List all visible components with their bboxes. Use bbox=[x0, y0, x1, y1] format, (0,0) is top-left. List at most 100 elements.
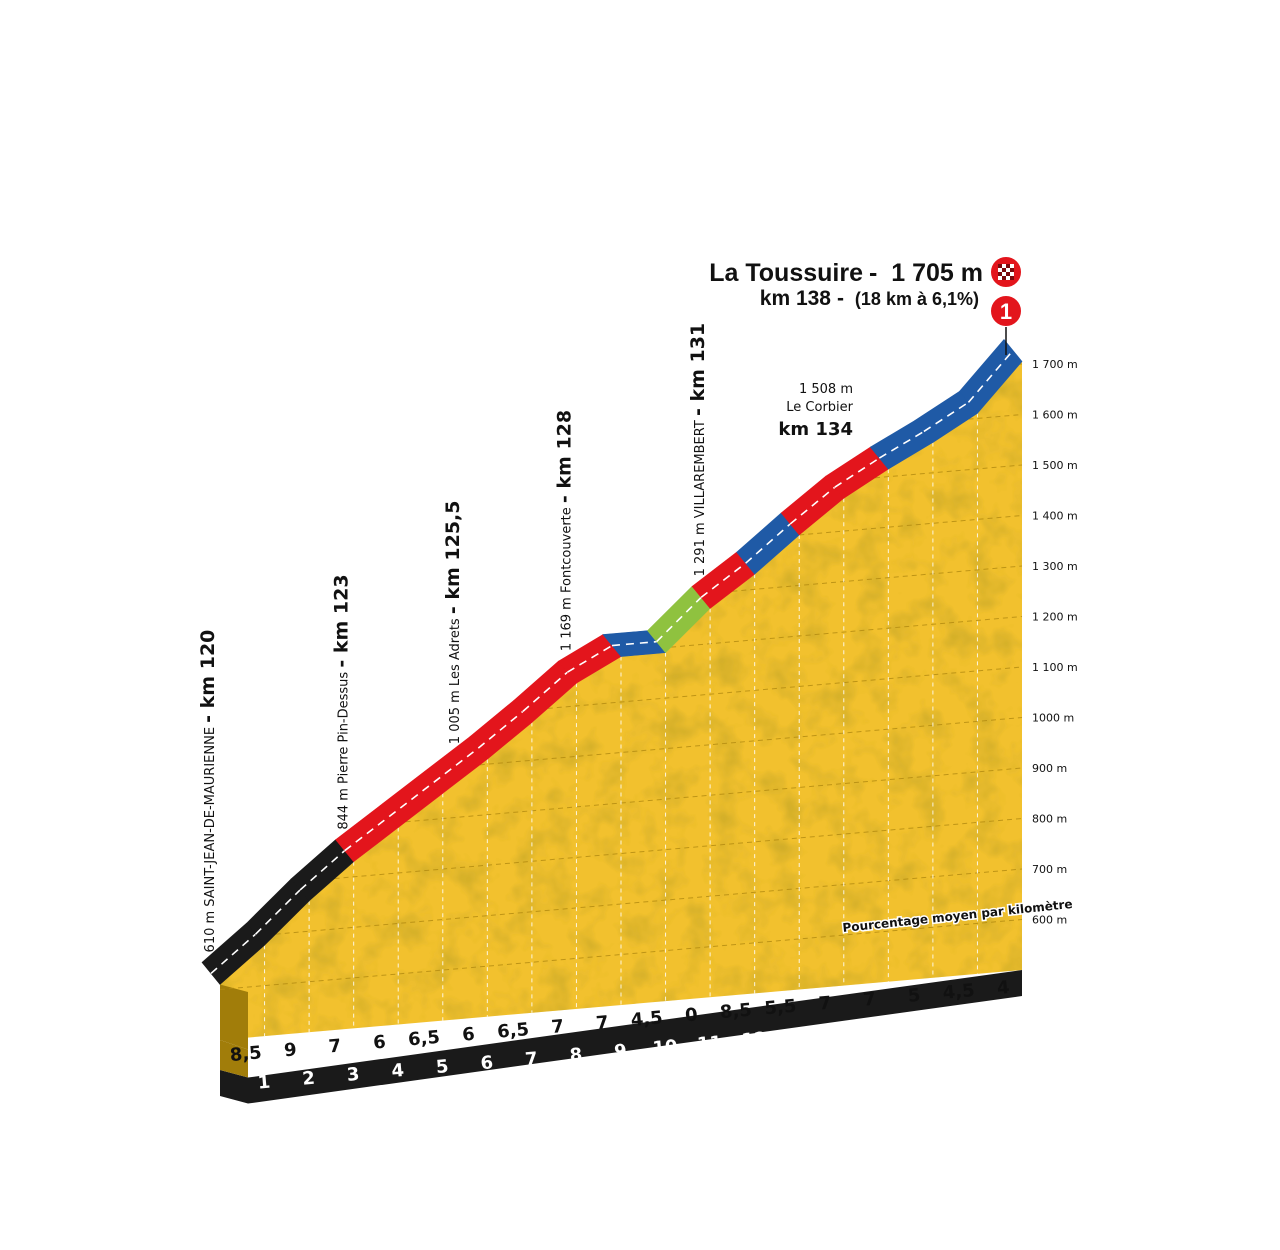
road-centerline bbox=[299, 850, 346, 891]
km-marker-label: 5 bbox=[435, 1056, 449, 1078]
finish-header: La Toussuire - 1 705 m km 138 - (18 km à… bbox=[709, 255, 1023, 355]
altitude-gridline bbox=[874, 464, 1023, 479]
road-ribbon bbox=[201, 339, 1023, 985]
terrain-layer bbox=[220, 361, 1022, 1050]
finish-flag-icon bbox=[989, 255, 1023, 289]
waypoint-label: 1 005 m Les Adrets - km 125,5 bbox=[442, 501, 464, 745]
altitude-tick-label: 600 m bbox=[1032, 914, 1067, 927]
waypoint-km: - km 125,5 bbox=[442, 501, 464, 615]
altitude-tick-label: 900 m bbox=[1032, 762, 1067, 775]
waypoint-label: 1 291 m VILLAREMBERT - km 131 bbox=[687, 323, 709, 577]
road-centerline bbox=[611, 640, 657, 647]
road-centerline bbox=[834, 457, 880, 488]
finish-km: km 138 bbox=[760, 287, 832, 310]
km-marker-label: 11 bbox=[696, 1032, 723, 1055]
altitude-tick-label: 1000 m bbox=[1032, 712, 1074, 725]
km-marker-label: 12 bbox=[741, 1028, 768, 1051]
road-centerline bbox=[210, 933, 257, 975]
terrain-texture bbox=[220, 361, 1022, 1040]
road-centerline bbox=[522, 671, 568, 713]
gradient-label: 7 bbox=[551, 1016, 565, 1038]
altitude-tick-label: 1 100 m bbox=[1032, 661, 1078, 674]
gradient-label: 4 bbox=[996, 977, 1010, 999]
flag-cell bbox=[1010, 268, 1014, 272]
altitude-gridline bbox=[479, 717, 1023, 766]
waypoint-name: 1 169 m Fontcouverte - km 128 bbox=[553, 410, 575, 651]
altitude-tick-label: 700 m bbox=[1032, 863, 1067, 876]
gradient-label: 4,5 bbox=[630, 1007, 664, 1031]
corbier-km: km 134 bbox=[778, 419, 853, 440]
altitude-gridline bbox=[405, 767, 1023, 823]
km-marker-label: 2 bbox=[301, 1068, 315, 1090]
waypoint-km: - km 123 bbox=[331, 574, 353, 667]
waypoint-name: 1 005 m Les Adrets - km 125,5 bbox=[442, 501, 464, 745]
km-marker-label: 9 bbox=[613, 1041, 627, 1063]
flag-cell bbox=[1006, 268, 1010, 272]
waypoint-label: 610 m SAINT-JEAN-DE-MAURIENNE - km 120 bbox=[197, 630, 219, 953]
flag-cell bbox=[998, 268, 1002, 272]
altitude-tick-label: 1 600 m bbox=[1032, 409, 1078, 422]
gradient-label: 4,5 bbox=[942, 980, 976, 1004]
altitude-gridline bbox=[334, 818, 1023, 879]
km-band bbox=[220, 970, 1022, 1104]
km-marker-label: 14 bbox=[830, 1021, 857, 1044]
flag-cell bbox=[1002, 276, 1006, 280]
flag-cell bbox=[1006, 276, 1010, 280]
waypoint-km: - km 128 bbox=[553, 410, 575, 503]
gradient-label: 7 bbox=[818, 993, 832, 1015]
gradient-label: 7 bbox=[862, 989, 876, 1011]
altitude-tick-label: 1 400 m bbox=[1032, 510, 1078, 523]
km-marker-label: 8 bbox=[569, 1044, 583, 1066]
road-centerline bbox=[878, 430, 925, 459]
km-marker-label: 13 bbox=[785, 1024, 812, 1047]
waypoint-name: 610 m SAINT-JEAN-DE-MAURIENNE - km 120 bbox=[197, 630, 219, 953]
gradient-label: 6 bbox=[461, 1024, 475, 1046]
corbier-altitude: 1 508 m bbox=[799, 382, 853, 397]
category-badge-number: 1 bbox=[1000, 299, 1012, 324]
altitude-tick-label: 1 700 m bbox=[1032, 358, 1078, 371]
gradient-label: 7 bbox=[328, 1035, 342, 1057]
flag-cell bbox=[998, 272, 1002, 276]
flag-cell bbox=[1002, 268, 1006, 272]
road-centerline bbox=[344, 815, 390, 852]
flag-cell bbox=[1010, 272, 1014, 276]
km-marker-label: 6 bbox=[480, 1052, 494, 1074]
road-centerline bbox=[433, 747, 479, 783]
km-marker-label: 3 bbox=[346, 1064, 360, 1086]
altitude-gridline bbox=[275, 868, 1023, 935]
corbier-name: Le Corbier bbox=[786, 400, 853, 415]
labels-layer: 610 m SAINT-JEAN-DE-MAURIENNE - km 120 84… bbox=[197, 323, 854, 953]
gradient-label: 9 bbox=[283, 1039, 297, 1061]
flag-cell bbox=[1006, 272, 1010, 276]
flag-cell bbox=[1002, 264, 1006, 268]
finish-km-dash: - bbox=[837, 287, 844, 310]
waypoint-name: 1 291 m VILLAREMBERT - km 131 bbox=[687, 323, 709, 577]
flag-cell bbox=[1002, 272, 1006, 276]
start-block-base bbox=[220, 1040, 248, 1078]
gradient-label: 6,5 bbox=[496, 1019, 530, 1043]
waypoint-km: - km 120 bbox=[197, 630, 219, 723]
altitude-gridline bbox=[671, 616, 1023, 648]
road-centerline bbox=[967, 349, 1014, 403]
altitude-tick-label: 800 m bbox=[1032, 813, 1067, 826]
altitude-tick-label: 1 200 m bbox=[1032, 611, 1078, 624]
waypoint-label: 844 m Pierre Pin-Dessus - km 123 bbox=[331, 574, 353, 829]
altitude-tick-label: 1 300 m bbox=[1032, 560, 1078, 573]
waypoint-km: - km 131 bbox=[687, 323, 709, 416]
road-centerline bbox=[388, 781, 435, 818]
km-marker-label: 17 bbox=[964, 1009, 991, 1032]
category-badge-icon: 1 bbox=[989, 294, 1023, 328]
km-marker-label: 1 bbox=[257, 1072, 271, 1094]
gradient-label: 6 bbox=[372, 1032, 386, 1054]
road-centerline bbox=[477, 710, 524, 749]
road-centerline bbox=[254, 889, 301, 935]
waypoint-name: 844 m Pierre Pin-Dessus - km 123 bbox=[331, 574, 353, 829]
road-centerline bbox=[700, 562, 747, 599]
road-centerline bbox=[745, 523, 791, 564]
gradient-label: 0 bbox=[684, 1004, 698, 1026]
start-block-face bbox=[220, 984, 248, 1050]
flag-cell bbox=[1010, 276, 1014, 280]
waypoint-label: 1 169 m Fontcouverte - km 128 bbox=[553, 410, 575, 651]
altitude-tick-label: 1 500 m bbox=[1032, 459, 1078, 472]
gradient-label: 8,5 bbox=[229, 1042, 263, 1066]
